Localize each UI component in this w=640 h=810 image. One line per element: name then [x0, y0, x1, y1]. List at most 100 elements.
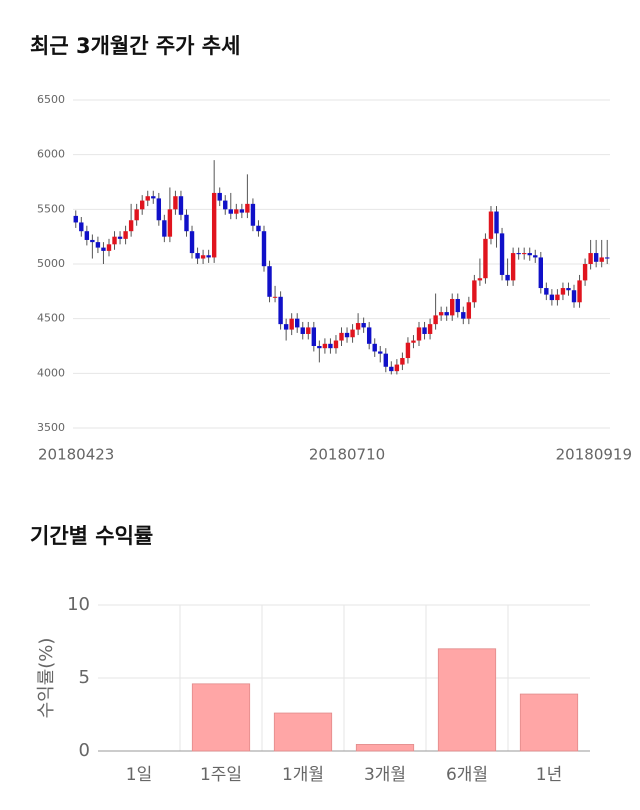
candle-body: [571, 290, 577, 303]
candle-body: [173, 196, 178, 210]
candle-body: [383, 353, 388, 367]
y-axis-label: 수익률(%): [36, 638, 57, 719]
candle-body: [416, 327, 422, 341]
candle-body: [560, 288, 566, 295]
candle-body: [189, 231, 195, 254]
y-tick-label: 0: [79, 740, 90, 761]
candle-body: [206, 255, 211, 258]
candle-body: [472, 280, 477, 303]
y-tick-label: 4000: [37, 366, 65, 379]
y-tick-label: 6500: [37, 93, 65, 106]
candle-body: [350, 329, 355, 338]
x-tick-label: 6개월: [446, 765, 488, 785]
candle-body: [289, 318, 294, 330]
candle-body: [267, 266, 272, 297]
candle-body: [344, 332, 350, 338]
candle-body: [510, 253, 516, 281]
candle-body: [256, 225, 261, 232]
candle-body: [438, 312, 444, 316]
candle-body: [355, 323, 361, 330]
bar: [437, 648, 497, 752]
candle-body: [306, 327, 311, 334]
candle-body: [156, 198, 162, 221]
candle-body: [499, 233, 505, 275]
candle-body: [333, 340, 339, 349]
x-tick-label: 1개월: [282, 765, 324, 785]
candle-body: [123, 231, 128, 239]
candle-body: [605, 257, 610, 259]
candle-body: [488, 211, 494, 239]
candle-body: [317, 346, 322, 349]
candle-body: [134, 209, 139, 221]
candle-body: [577, 280, 582, 303]
candle-body: [90, 239, 95, 243]
candle-body: [533, 255, 538, 258]
candle-body: [549, 294, 555, 301]
candle-body: [588, 253, 593, 264]
bar: [355, 744, 415, 752]
candle-body: [184, 214, 189, 232]
candle-body: [427, 324, 433, 334]
candle-body: [151, 196, 156, 199]
candle-body: [295, 318, 300, 328]
candle-body: [245, 203, 250, 213]
y-tick-label: 5: [79, 667, 90, 688]
candle-body: [178, 196, 184, 215]
x-tick-label: 3개월: [364, 765, 406, 785]
candle-body: [300, 327, 305, 334]
candle-body: [527, 253, 532, 256]
candle-body: [328, 343, 333, 349]
candle-body: [101, 247, 106, 251]
candle-body: [322, 343, 328, 349]
x-tick-label: 20180710: [309, 446, 385, 464]
candle-body: [228, 209, 233, 214]
y-tick-label: 10: [67, 594, 90, 615]
y-tick-label: 3500: [37, 421, 65, 434]
candle-body: [599, 257, 604, 262]
candle-body: [73, 215, 78, 223]
candle-body: [145, 196, 150, 201]
candle-body: [466, 302, 472, 319]
candle-body: [261, 231, 267, 267]
candle-body: [95, 242, 101, 248]
x-tick-label: 1년: [536, 765, 562, 785]
candle-body: [211, 192, 217, 258]
candle-body: [283, 324, 289, 330]
bar: [191, 683, 251, 752]
x-tick-label: 20180423: [38, 446, 114, 464]
bar: [273, 712, 333, 752]
candle-body: [516, 253, 521, 255]
x-tick-label: 1일: [126, 765, 152, 785]
candle-body: [544, 288, 549, 295]
candle-body: [167, 209, 173, 237]
candle-body: [223, 200, 228, 210]
candle-body: [400, 358, 405, 365]
candle-body: [106, 244, 112, 251]
candle-body: [79, 222, 84, 232]
y-tick-label: 4500: [37, 312, 65, 325]
section-title: 기간별 수익률: [30, 524, 153, 548]
candle-body: [538, 257, 543, 289]
y-tick-label: 5500: [37, 202, 65, 215]
candle-body: [555, 294, 560, 301]
candle-body: [112, 236, 117, 245]
candle-body: [162, 220, 167, 237]
candle-body: [140, 200, 145, 210]
candle-body: [505, 274, 510, 281]
candle-body: [217, 192, 222, 201]
candle-body: [405, 342, 411, 359]
candle-body: [378, 351, 383, 354]
candle-body: [455, 298, 460, 313]
candle-body: [411, 340, 416, 343]
candle-body: [582, 264, 588, 281]
candle-body: [117, 236, 123, 239]
candle-body: [477, 278, 483, 281]
y-tick-label: 5000: [37, 257, 65, 270]
candle-body: [366, 327, 372, 344]
candle-body: [250, 203, 256, 226]
candle-body: [394, 364, 400, 372]
candle-body: [234, 209, 239, 214]
candle-body: [200, 255, 206, 259]
section-title: 최근 3개월간 주가 추세: [30, 34, 240, 58]
